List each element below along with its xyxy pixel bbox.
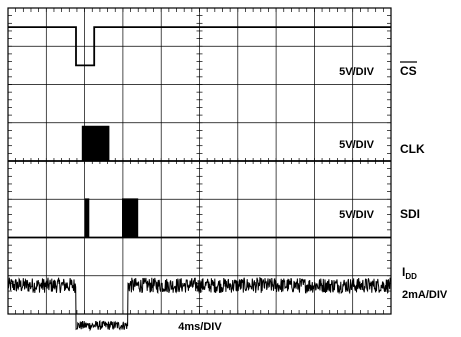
x-axis-label: 4ms/DIV xyxy=(178,321,222,333)
clk-channel-label: CLK xyxy=(400,142,425,156)
traces xyxy=(7,26,392,332)
clk-scale-label: 5V/DIV xyxy=(339,139,375,151)
sdi-channel-label: SDI xyxy=(400,207,420,221)
idd-trace xyxy=(7,276,392,332)
idd-subscript: DD xyxy=(405,272,417,281)
clk-trace xyxy=(8,125,391,162)
idd-scale-label: 2mA/DIV xyxy=(402,289,448,301)
cs-trace xyxy=(8,26,391,67)
cs-scale-label: 5V/DIV xyxy=(339,66,375,78)
idd-channel-label: IDD xyxy=(402,265,417,281)
sdi-trace xyxy=(8,198,391,239)
sdi-scale-label: 5V/DIV xyxy=(339,209,375,221)
cs-channel-label: CS xyxy=(400,64,417,78)
